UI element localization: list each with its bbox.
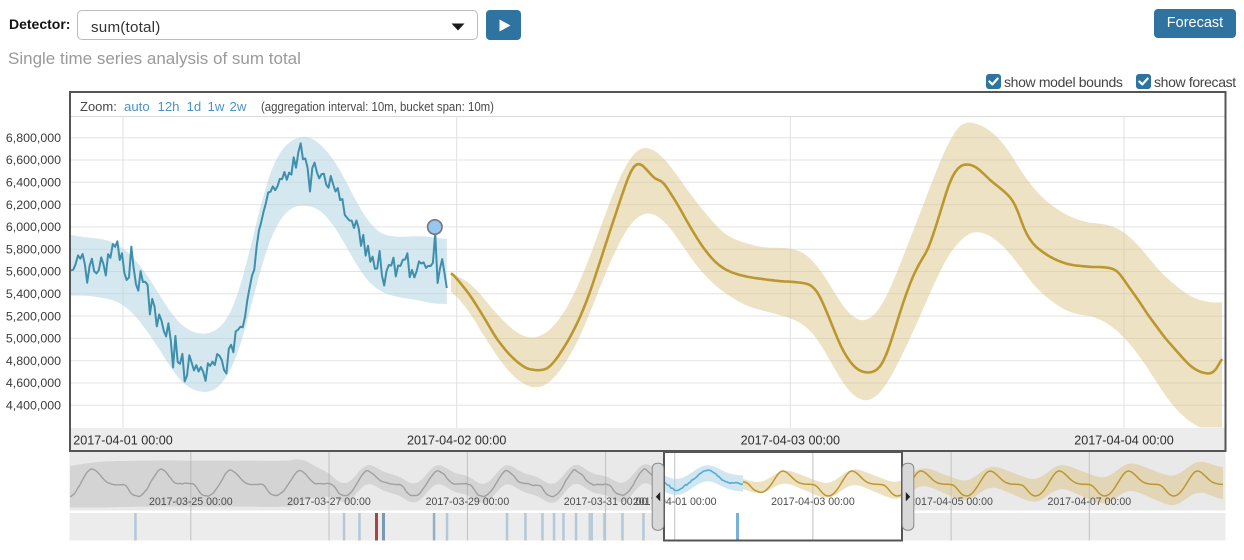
svg-text:2017-03-31 00:00: 2017-03-31 00:00 bbox=[564, 496, 648, 508]
svg-text:2017-03-27 00:00: 2017-03-27 00:00 bbox=[287, 496, 371, 508]
svg-text:12h: 12h bbox=[158, 99, 180, 114]
svg-text:2017-03-29 00:00: 2017-03-29 00:00 bbox=[426, 496, 510, 508]
svg-text:1d: 1d bbox=[187, 99, 202, 114]
svg-text:(aggregation interval: 10m, bu: (aggregation interval: 10m, bucket span:… bbox=[261, 100, 494, 114]
svg-text:6,600,000: 6,600,000 bbox=[6, 153, 61, 167]
svg-text:5,800,000: 5,800,000 bbox=[6, 242, 61, 256]
svg-text:6,800,000: 6,800,000 bbox=[6, 131, 61, 145]
svg-text:2017-04-03 00:00: 2017-04-03 00:00 bbox=[741, 434, 840, 448]
svg-text:6,400,000: 6,400,000 bbox=[6, 176, 61, 190]
svg-text:2017-04-04 00:00: 2017-04-04 00:00 bbox=[1074, 434, 1173, 448]
svg-text:2017-04-01 00:00: 2017-04-01 00:00 bbox=[73, 434, 172, 448]
svg-text:Zoom:: Zoom: bbox=[80, 99, 117, 114]
svg-text:5,400,000: 5,400,000 bbox=[6, 287, 61, 301]
svg-text:4,800,000: 4,800,000 bbox=[6, 354, 61, 368]
svg-text:2017-04-03 00:00: 2017-04-03 00:00 bbox=[771, 496, 855, 508]
svg-text:6,000,000: 6,000,000 bbox=[6, 220, 61, 234]
svg-text:4,600,000: 4,600,000 bbox=[6, 376, 61, 390]
svg-text:4,400,000: 4,400,000 bbox=[6, 399, 61, 413]
svg-text:2017-04-05 00:00: 2017-04-05 00:00 bbox=[909, 496, 993, 508]
svg-text:6,200,000: 6,200,000 bbox=[6, 198, 61, 212]
svg-text:2017-04-07 00:00: 2017-04-07 00:00 bbox=[1047, 496, 1131, 508]
svg-text:2w: 2w bbox=[230, 99, 247, 114]
svg-text:2017-04-02 00:00: 2017-04-02 00:00 bbox=[407, 434, 506, 448]
svg-text:2017-04-01 00:00: 2017-04-01 00:00 bbox=[633, 496, 717, 508]
svg-text:1w: 1w bbox=[208, 99, 225, 114]
svg-text:5,000,000: 5,000,000 bbox=[6, 332, 61, 346]
svg-text:2017-03-25 00:00: 2017-03-25 00:00 bbox=[149, 496, 233, 508]
svg-text:5,200,000: 5,200,000 bbox=[6, 309, 61, 323]
svg-text:5,600,000: 5,600,000 bbox=[6, 265, 61, 279]
svg-text:auto: auto bbox=[124, 99, 150, 114]
